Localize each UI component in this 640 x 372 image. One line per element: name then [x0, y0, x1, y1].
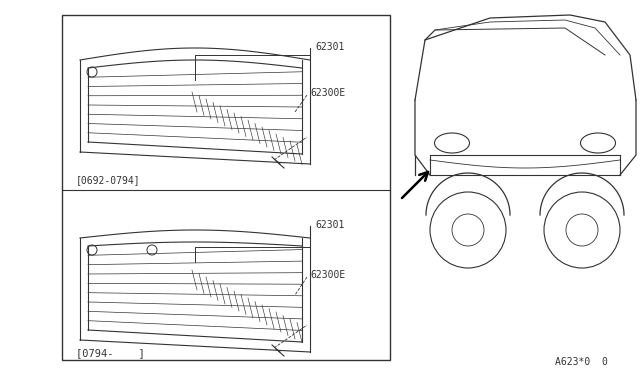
Bar — [62, 15, 390, 360]
Text: 62301: 62301 — [315, 42, 344, 52]
Text: A623*0  0: A623*0 0 — [555, 357, 608, 367]
Text: [0794-    ]: [0794- ] — [76, 348, 145, 358]
Text: 62300E: 62300E — [310, 88, 345, 98]
Text: 62300E: 62300E — [310, 270, 345, 280]
Text: 62301: 62301 — [315, 220, 344, 230]
Text: [0692-0794]: [0692-0794] — [76, 175, 141, 185]
